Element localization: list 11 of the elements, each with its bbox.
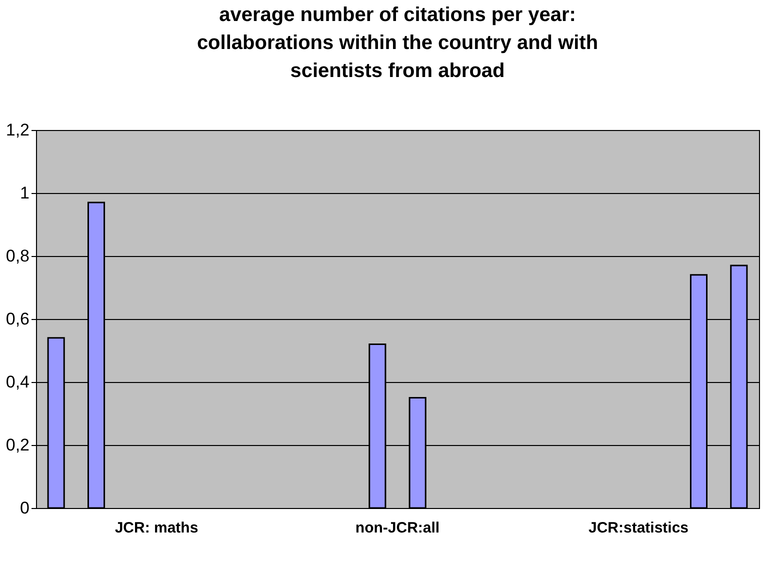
y-tick-label: 0	[20, 498, 30, 518]
y-tick-label: 1,2	[6, 120, 30, 140]
x-tick-label: JCR: maths	[114, 520, 198, 536]
x-tick-label: non-JCR:all	[355, 520, 440, 536]
y-tick-label: 0,4	[6, 372, 30, 392]
y-tick-label: 1	[20, 184, 30, 202]
chart-title: average number of citations per year: collaborations within the country and with scientists from abroad	[196, 4, 598, 82]
y-tick-label: 0,8	[6, 246, 30, 266]
x-tick-label: JCR:statistics	[588, 520, 689, 536]
y-tick-label: 0,6	[6, 310, 30, 328]
y-tick-label: 0,2	[6, 436, 30, 454]
